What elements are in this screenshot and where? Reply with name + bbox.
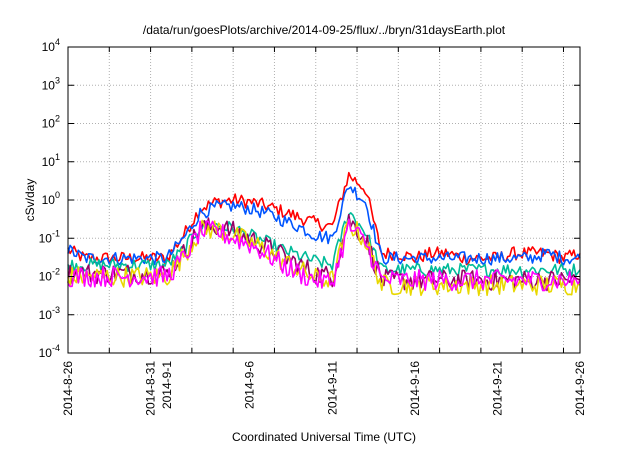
x-tick-label: 2014-9-16 <box>408 361 422 416</box>
series-line-3 <box>67 212 581 278</box>
x-tick-label: 2014-9-6 <box>243 361 257 409</box>
series-line-2 <box>67 186 581 266</box>
x-tick-label: 2014-8-31 <box>144 361 158 416</box>
y-tick-label: 104 <box>42 37 60 54</box>
plot-layer <box>67 171 581 297</box>
y-tick-label: 101 <box>42 152 60 169</box>
x-axis-label: Coordinated Universal Time (UTC) <box>232 430 416 444</box>
y-tick-label: 10-1 <box>39 228 60 245</box>
x-tick-label: 2014-9-21 <box>490 361 504 416</box>
series-line-1 <box>67 171 581 266</box>
y-tick-label: 10-3 <box>39 305 60 322</box>
x-tick-label: 2014-9-11 <box>325 361 339 415</box>
y-axis-label: cSv/day <box>23 179 37 222</box>
x-tick-label: 2014-9-26 <box>573 361 587 416</box>
y-tick-label: 102 <box>42 114 60 131</box>
y-tick-label: 100 <box>42 190 60 207</box>
x-tick-label: 2014-8-26 <box>61 361 75 416</box>
series-line-6 <box>67 218 581 292</box>
tick-layer: 10-4 10-3 10-2 10-1 100 101 102 103 104 2014-8-26… <box>39 37 587 416</box>
y-tick-label: 10-4 <box>39 343 60 360</box>
y-tick-label: 10-2 <box>39 267 60 284</box>
grid-layer <box>68 47 580 353</box>
x-tick-label: 2014-9-1 <box>160 361 174 409</box>
y-tick-label: 103 <box>42 75 60 92</box>
chart-title: /data/run/goesPlots/archive/2014-09-25/f… <box>143 23 506 37</box>
